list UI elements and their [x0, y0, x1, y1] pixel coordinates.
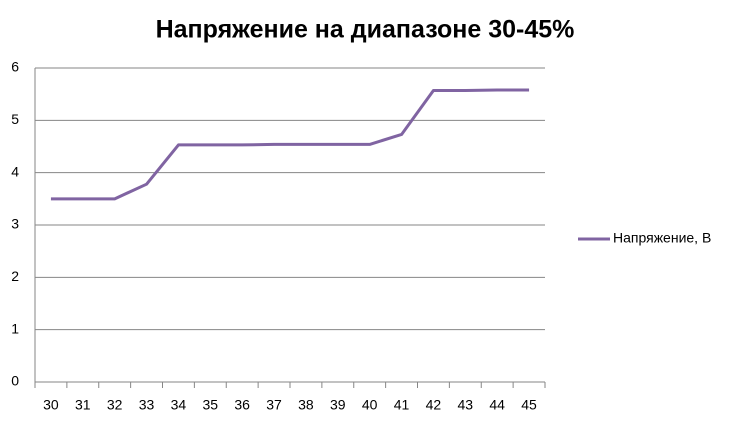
y-tick-label: 1: [11, 320, 19, 336]
x-tick-label: 39: [330, 397, 346, 413]
legend-label: Напряжение, В: [613, 230, 711, 246]
y-tick-label: 6: [11, 59, 19, 75]
x-tick-label: 32: [107, 397, 123, 413]
x-tick-label: 37: [266, 397, 282, 413]
x-tick-label: 33: [139, 397, 155, 413]
chart-title: Напряжение на диапазоне 30-45%: [156, 16, 575, 44]
x-tick-label: 44: [489, 397, 505, 413]
x-tick-label: 36: [234, 397, 250, 413]
y-tick-label: 3: [11, 216, 19, 232]
y-tick-label: 0: [11, 373, 19, 389]
x-tick-label: 35: [203, 397, 219, 413]
x-tick-label: 31: [75, 397, 91, 413]
x-tick-label: 34: [171, 397, 187, 413]
y-tick-label: 4: [11, 163, 19, 179]
x-tick-label: 40: [362, 397, 378, 413]
x-tick-label: 41: [394, 397, 410, 413]
y-tick-label: 5: [11, 111, 19, 127]
x-tick-label: 30: [43, 397, 59, 413]
x-tick-label: 42: [426, 397, 442, 413]
x-tick-label: 38: [298, 397, 314, 413]
y-tick-label: 2: [11, 268, 19, 284]
x-tick-label: 43: [458, 397, 474, 413]
line: [50, 88, 530, 201]
x-tick-label: 45: [521, 397, 537, 413]
